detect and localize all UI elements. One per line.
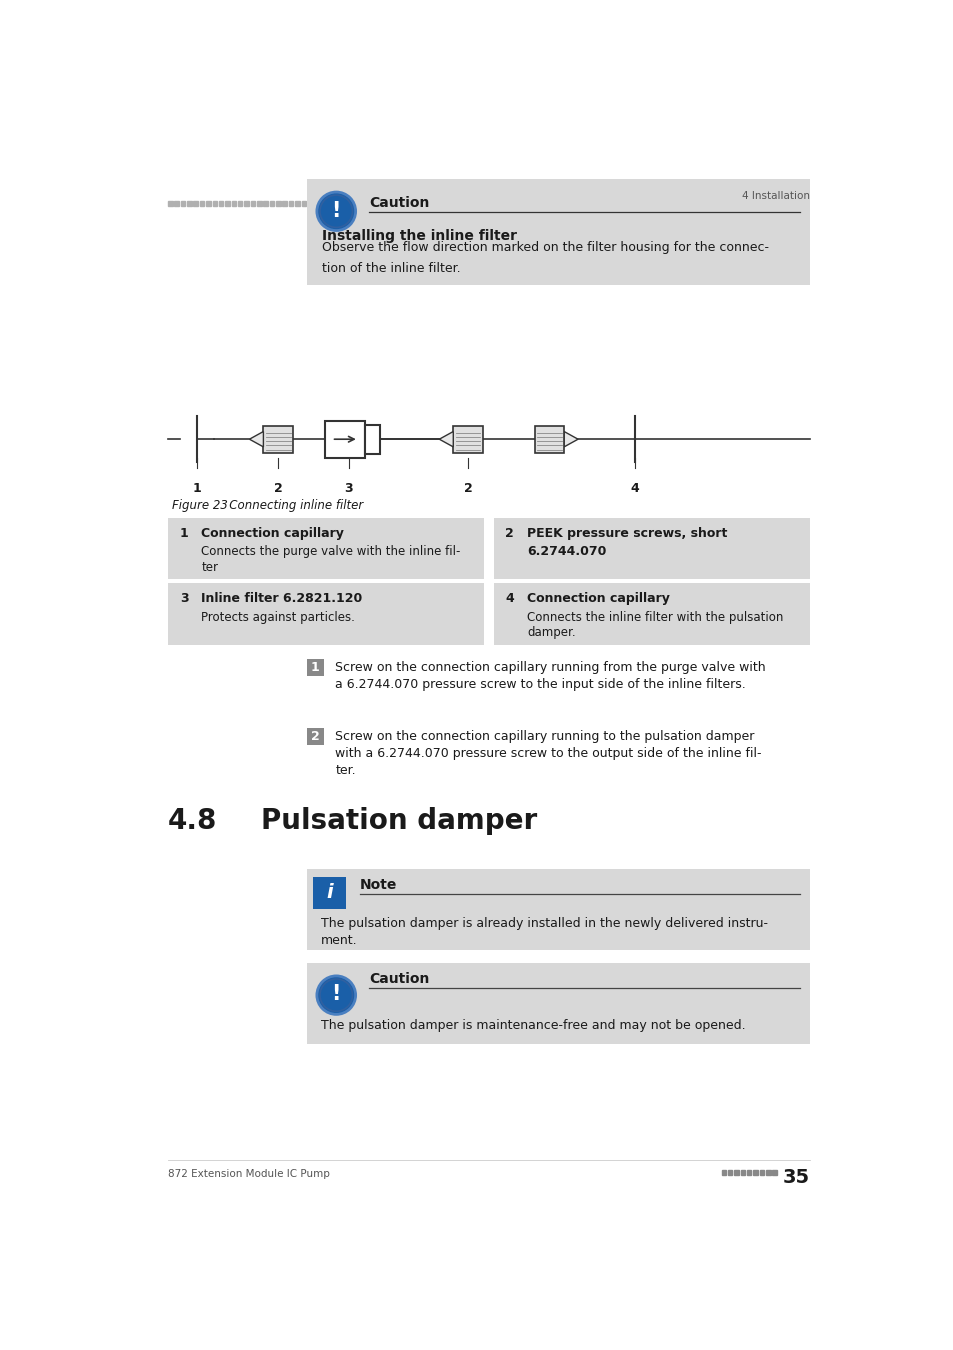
Bar: [206, 201, 211, 205]
Bar: [746, 1170, 751, 1174]
Bar: [263, 201, 268, 205]
Text: 2: 2: [463, 482, 472, 494]
Bar: [244, 201, 249, 205]
FancyBboxPatch shape: [307, 869, 809, 949]
FancyBboxPatch shape: [168, 518, 484, 579]
Bar: [270, 201, 274, 205]
Bar: [256, 201, 261, 205]
Polygon shape: [249, 432, 263, 447]
Text: Pulsation damper: Pulsation damper: [261, 807, 537, 836]
Text: 6.2744.070: 6.2744.070: [526, 545, 606, 559]
Text: damper.: damper.: [526, 626, 575, 640]
Text: 3: 3: [179, 593, 188, 605]
FancyBboxPatch shape: [453, 425, 482, 452]
Text: 4: 4: [630, 482, 639, 494]
Text: 1: 1: [179, 526, 189, 540]
Bar: [753, 1170, 757, 1174]
Text: Screw on the connection capillary running from the purge valve with: Screw on the connection capillary runnin…: [335, 662, 765, 674]
Bar: [225, 201, 230, 205]
Text: PEEK pressure screws, short: PEEK pressure screws, short: [526, 526, 726, 540]
Text: Screw on the connection capillary running to the pulsation damper: Screw on the connection capillary runnin…: [335, 730, 754, 744]
FancyBboxPatch shape: [493, 583, 809, 645]
Text: Connection capillary: Connection capillary: [201, 526, 344, 540]
Text: tion of the inline filter.: tion of the inline filter.: [322, 262, 460, 275]
Text: 4 Installation: 4 Installation: [741, 192, 809, 201]
Text: with a 6.2744.070 pressure screw to the output side of the inline fil-: with a 6.2744.070 pressure screw to the …: [335, 747, 761, 760]
Text: Caution: Caution: [369, 196, 429, 209]
Text: Protects against particles.: Protects against particles.: [201, 612, 355, 624]
Text: 2: 2: [505, 526, 514, 540]
Text: Inline filter 6.2821.120: Inline filter 6.2821.120: [201, 593, 362, 605]
FancyBboxPatch shape: [313, 876, 345, 909]
Text: 35: 35: [781, 1168, 809, 1187]
Bar: [301, 201, 306, 205]
FancyBboxPatch shape: [534, 425, 563, 452]
FancyBboxPatch shape: [307, 728, 323, 745]
FancyBboxPatch shape: [307, 180, 809, 285]
Bar: [174, 201, 179, 205]
Bar: [199, 201, 204, 205]
Bar: [168, 201, 172, 205]
Polygon shape: [563, 432, 578, 447]
Polygon shape: [439, 432, 453, 447]
FancyBboxPatch shape: [493, 518, 809, 579]
Bar: [294, 201, 299, 205]
Bar: [772, 1170, 776, 1174]
Bar: [734, 1170, 738, 1174]
Text: 1: 1: [193, 482, 201, 494]
Text: Note: Note: [359, 878, 396, 892]
FancyBboxPatch shape: [307, 659, 323, 675]
Bar: [282, 201, 287, 205]
Text: 2: 2: [274, 482, 282, 494]
Text: ter.: ter.: [335, 764, 355, 778]
Text: The pulsation damper is already installed in the newly delivered instru-: The pulsation damper is already installe…: [320, 918, 767, 930]
FancyBboxPatch shape: [365, 424, 380, 454]
Text: Connects the inline filter with the pulsation: Connects the inline filter with the puls…: [526, 612, 782, 624]
Bar: [251, 201, 254, 205]
Bar: [213, 201, 217, 205]
Bar: [765, 1170, 770, 1174]
FancyBboxPatch shape: [168, 583, 484, 645]
Bar: [275, 201, 280, 205]
Text: Figure 23: Figure 23: [172, 500, 228, 512]
Text: Connecting inline filter: Connecting inline filter: [218, 500, 363, 512]
Text: !: !: [332, 984, 340, 1004]
Text: Connection capillary: Connection capillary: [526, 593, 669, 605]
Text: 2: 2: [311, 730, 319, 742]
Bar: [289, 201, 293, 205]
Bar: [181, 201, 185, 205]
Text: Installing the inline filter: Installing the inline filter: [322, 228, 517, 243]
Bar: [720, 1170, 725, 1174]
Text: The pulsation damper is maintenance-free and may not be opened.: The pulsation damper is maintenance-free…: [320, 1019, 744, 1031]
Text: ment.: ment.: [320, 934, 357, 948]
Text: ter: ter: [201, 560, 218, 574]
Text: i: i: [326, 883, 333, 902]
FancyBboxPatch shape: [263, 425, 293, 452]
Text: Connects the purge valve with the inline fil-: Connects the purge valve with the inline…: [201, 545, 460, 559]
Text: 3: 3: [344, 482, 353, 494]
FancyBboxPatch shape: [307, 963, 809, 1044]
Text: 1: 1: [311, 660, 319, 674]
Bar: [193, 201, 198, 205]
Circle shape: [316, 976, 355, 1014]
Text: 4: 4: [505, 593, 514, 605]
Text: 872 Extension Module IC Pump: 872 Extension Module IC Pump: [168, 1169, 330, 1179]
Bar: [187, 201, 192, 205]
Bar: [727, 1170, 732, 1174]
Bar: [237, 201, 242, 205]
Bar: [232, 201, 236, 205]
FancyBboxPatch shape: [324, 421, 365, 458]
Text: 4.8: 4.8: [168, 807, 217, 836]
Text: Caution: Caution: [369, 972, 429, 986]
Circle shape: [316, 192, 355, 231]
Text: !: !: [332, 201, 340, 220]
Bar: [218, 201, 223, 205]
FancyBboxPatch shape: [307, 223, 809, 248]
Bar: [759, 1170, 763, 1174]
Text: Observe the flow direction marked on the filter housing for the connec-: Observe the flow direction marked on the…: [322, 240, 768, 254]
Bar: [740, 1170, 744, 1174]
Text: a 6.2744.070 pressure screw to the input side of the inline filters.: a 6.2744.070 pressure screw to the input…: [335, 678, 745, 691]
